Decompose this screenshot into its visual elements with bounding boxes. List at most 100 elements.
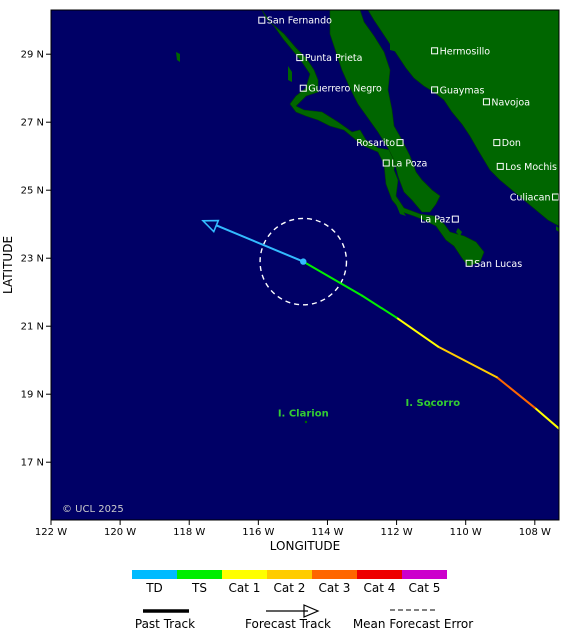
city-label: Guerrero Negro [308, 84, 382, 95]
legend-category-label: Cat 3 [319, 581, 351, 595]
forecast-track-line [214, 223, 304, 263]
city-marker [431, 47, 439, 55]
legend-swatch [312, 570, 357, 579]
past-track-start-point [558, 429, 559, 434]
island-labels: I. Clarion I. Socorro [278, 398, 460, 419]
lat-tick-label: 25 N [21, 186, 44, 197]
past-track-legend: Past Track [135, 609, 195, 631]
lon-tick-label: 114 W [311, 527, 343, 538]
isla-cerralvo [456, 228, 462, 236]
latitude-ticks: 29 N 27 N 25 N 23 N 21 N 19 N 17 N [21, 50, 51, 469]
city-label: Hermosillo [440, 46, 491, 57]
y-axis-title: LATITUDE [1, 236, 15, 294]
city-label: Culiacan [510, 193, 551, 204]
isla-san-jose [430, 196, 436, 206]
city-label: La Paz [420, 215, 450, 226]
legend-swatch [132, 570, 177, 579]
legend-category-label: Cat 2 [274, 581, 306, 595]
isla-tres-marias [556, 226, 559, 232]
city-marker [465, 259, 473, 267]
city-label: San Lucas [474, 259, 522, 270]
city-label: Guaymas [440, 85, 485, 96]
category-legend: TD TS Cat 1 Cat 2 Cat 3 Cat 4 Cat 5 [132, 570, 447, 595]
past-track [302, 260, 559, 434]
past-track-segment [395, 316, 440, 348]
legend-swatch [402, 570, 447, 579]
isla-clarion-land [304, 420, 308, 424]
city-marker [299, 84, 307, 92]
city-label: Los Mochis [505, 162, 557, 173]
city-label: San Fernando [267, 16, 332, 27]
lon-tick-label: 120 W [104, 527, 136, 538]
legend-category-label: TS [191, 581, 207, 595]
legend-category-label: TD [145, 581, 163, 595]
past-track-segment [302, 260, 364, 297]
forecast-track-legend: Forecast Track [245, 604, 331, 631]
city-label: Navojoa [491, 97, 530, 108]
lon-tick-label: 122 W [35, 527, 67, 538]
city-marker [482, 98, 490, 106]
map-plot-area: San Fernando Punta Prieta Hermosillo Guerre… [51, 10, 559, 520]
lat-tick-label: 19 N [21, 390, 44, 401]
lat-tick-label: 29 N [21, 50, 44, 61]
lat-tick-label: 27 N [21, 118, 44, 129]
current-storm-position [300, 258, 307, 265]
past-track-segment [361, 294, 398, 319]
lat-tick-label: 23 N [21, 254, 44, 265]
mainland-mexico-land [367, 10, 559, 227]
legend-category-label: Cat 1 [229, 581, 261, 595]
isla-angel-de-la-guarda [344, 40, 356, 58]
legend-category-label: Cat 5 [409, 581, 441, 595]
city-marker [451, 215, 459, 223]
copyright-notice: © UCL 2025 [62, 504, 124, 515]
city-marker [382, 159, 390, 167]
legend-swatch [357, 570, 402, 579]
past-track-segment [495, 376, 536, 409]
city-label: Don [502, 138, 521, 149]
isla-tiburon [390, 38, 398, 52]
island-label: I. Clarion [278, 408, 329, 419]
lon-tick-label: 110 W [450, 527, 482, 538]
legend-category-label: Cat 4 [364, 581, 396, 595]
x-axis-title: LONGITUDE [270, 539, 340, 553]
mean-error-legend: Mean Forecast Error [353, 609, 473, 631]
city-markers: San Fernando Punta Prieta Hermosillo Guerre… [258, 16, 559, 270]
past-track-segment [437, 345, 498, 379]
city-marker [431, 86, 439, 94]
isla-guadalupe [176, 52, 180, 62]
city-marker [493, 139, 501, 147]
forecast-track-legend-label: Forecast Track [245, 617, 331, 631]
isla-cedros [288, 66, 292, 82]
lon-tick-label: 112 W [381, 527, 413, 538]
city-marker [258, 16, 266, 24]
lon-tick-label: 118 W [173, 527, 205, 538]
legend-swatch [222, 570, 267, 579]
legend-swatch [177, 570, 222, 579]
city-label: Rosarito [356, 138, 395, 149]
forecast-arrowhead-icon [201, 219, 220, 234]
past-track-legend-label: Past Track [135, 617, 195, 631]
city-label: La Poza [391, 159, 427, 170]
baja-gulf-coast-land [329, 10, 441, 213]
longitude-ticks: 122 W 120 W 118 W 116 W 114 W 112 W 110 W 108 W [35, 520, 551, 538]
lat-tick-label: 17 N [21, 458, 44, 469]
lat-tick-label: 21 N [21, 322, 44, 333]
past-track-segment [533, 406, 559, 430]
forecast-arrow-icon [303, 604, 320, 618]
city-label: Punta Prieta [305, 53, 363, 64]
forecast-track [201, 219, 304, 263]
mean-error-legend-label: Mean Forecast Error [353, 617, 473, 631]
island-label: I. Socorro [406, 398, 461, 409]
plot-frame [50, 9, 560, 521]
isla-socorro-land [428, 404, 432, 408]
isla-margarita [396, 204, 406, 216]
city-marker [296, 54, 304, 62]
mean-forecast-error-circle [259, 217, 348, 306]
lon-tick-label: 108 W [519, 527, 551, 538]
lon-tick-label: 116 W [242, 527, 274, 538]
city-marker [396, 139, 404, 147]
legend-swatch [267, 570, 312, 579]
city-marker [496, 162, 504, 170]
baja-california-land [261, 10, 485, 267]
